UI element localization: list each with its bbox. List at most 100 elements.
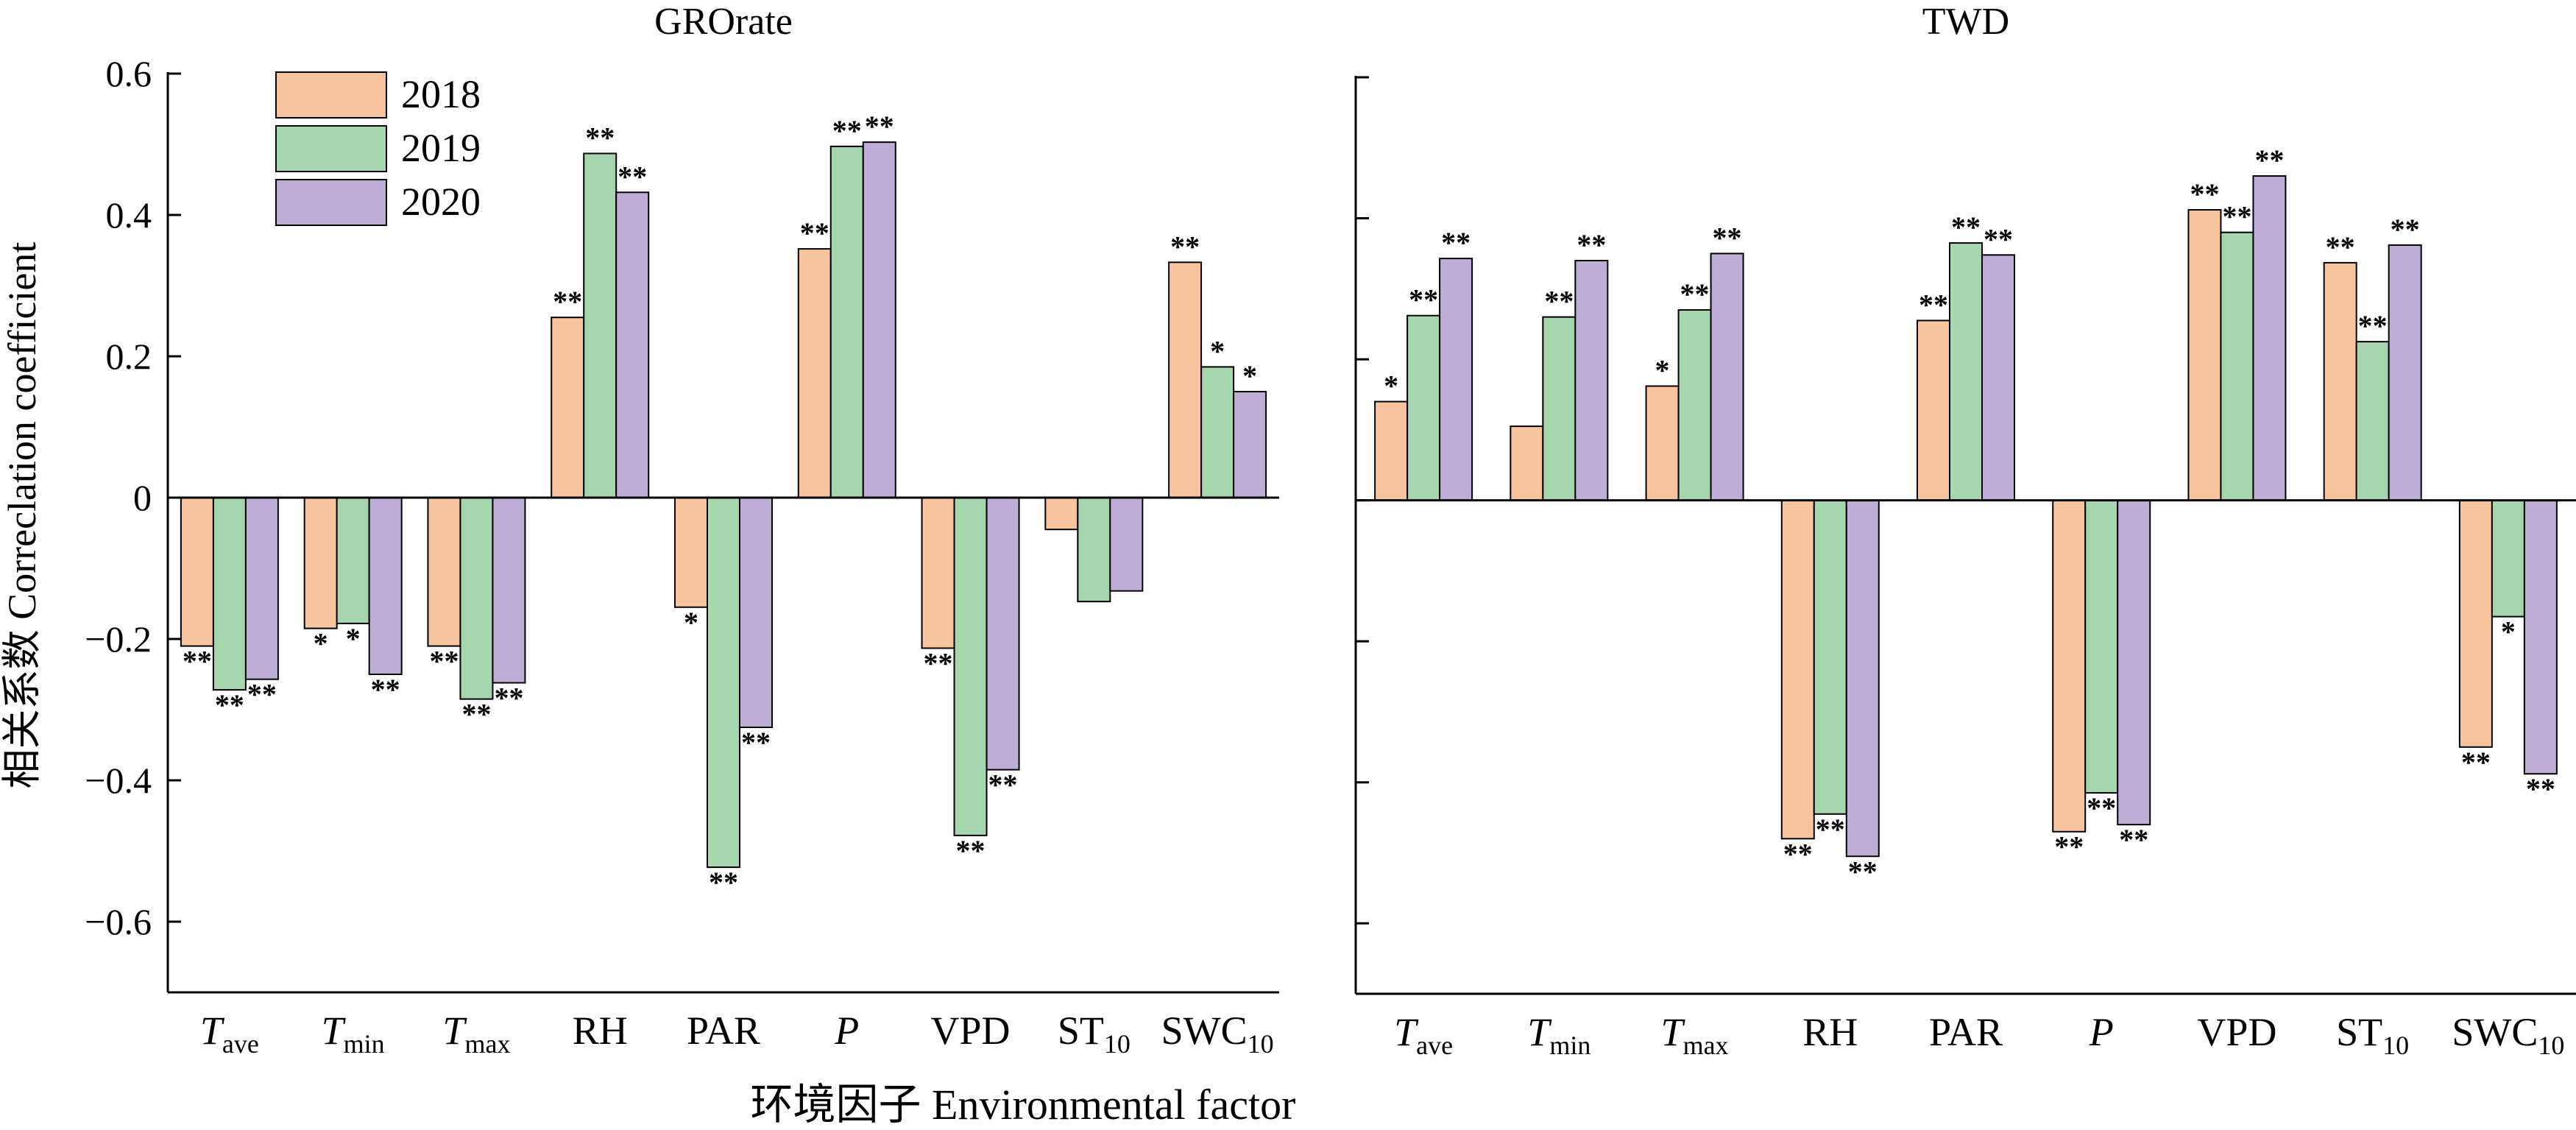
bar-2019-8: [1077, 497, 1111, 603]
x-tick-label: Tmax: [1661, 1010, 1729, 1060]
significance-mark: **: [1544, 285, 1574, 318]
bar-2018-7: [2187, 209, 2222, 501]
bar-2020-7: [2252, 175, 2287, 501]
significance-mark: **: [215, 688, 244, 721]
x-tick-label: PAR: [687, 1009, 760, 1053]
x-tick-label: ST10: [1058, 1009, 1130, 1059]
significance-mark: **: [1409, 283, 1438, 317]
bar-2020-9: [2523, 499, 2558, 775]
y-tick-label: 0: [133, 477, 152, 518]
legend: 2018 2019 2020: [275, 71, 481, 226]
significance-mark: **: [2222, 200, 2251, 233]
bar-2020-1: [1439, 258, 1473, 501]
significance-mark: **: [988, 769, 1018, 802]
legend-swatch-2019: [275, 125, 387, 172]
significance-mark: *: [314, 627, 328, 660]
bar-2019-5: [707, 497, 740, 869]
legend-label-2020: 2020: [401, 180, 481, 224]
bar-2019-2: [336, 497, 370, 624]
bar-2019-1: [1406, 314, 1441, 501]
chart-panel-1: GROrate−0.6−0.4−0.200.20.40.6***********…: [85, 1, 1279, 1059]
significance-mark: *: [346, 622, 361, 655]
bar-2020-4: [615, 191, 650, 498]
y-tick-label: 0.2: [106, 336, 152, 377]
significance-mark: **: [1713, 221, 1742, 254]
significance-mark: **: [1441, 226, 1471, 259]
bar-2019-6: [2084, 499, 2119, 794]
significance-mark: **: [1680, 278, 1710, 311]
x-tick-label: PAR: [1929, 1010, 2003, 1054]
bar-2018-1: [180, 497, 214, 647]
significance-mark: **: [618, 160, 647, 193]
significance-mark: **: [709, 866, 738, 899]
bar-2018-9: [2458, 499, 2493, 748]
bar-2019-6: [829, 145, 864, 498]
bar-2020-2: [368, 497, 403, 675]
bar-2020-5: [739, 497, 773, 728]
bar-2019-4: [1813, 499, 1847, 815]
bar-2018-3: [1645, 385, 1680, 501]
bar-2019-3: [1677, 309, 1712, 501]
x-axis-title: 环境因子 Environmental factor: [751, 1081, 1296, 1129]
bar-2018-2: [303, 497, 338, 629]
significance-mark: **: [956, 834, 986, 867]
significance-mark: **: [1984, 222, 2013, 255]
panel-title: TWD: [1922, 1, 2009, 43]
bar-2020-8: [1109, 497, 1144, 592]
significance-mark: **: [832, 114, 862, 147]
x-tick-label: Tmax: [442, 1009, 510, 1059]
significance-mark: **: [2087, 791, 2116, 824]
significance-mark: **: [461, 698, 491, 731]
significance-mark: *: [1384, 370, 1398, 403]
significance-mark: **: [924, 646, 953, 679]
x-tick-label: Tmin: [1527, 1010, 1590, 1060]
panel-title: GROrate: [654, 1, 793, 43]
bar-2020-2: [1574, 260, 1609, 501]
bar-2019-2: [1542, 316, 1577, 501]
y-tick-label: 0.6: [106, 53, 152, 94]
x-tick-label: SWC10: [1161, 1009, 1274, 1059]
x-tick-label: ST10: [2336, 1010, 2409, 1060]
significance-mark: **: [2254, 144, 2284, 177]
significance-mark: **: [2358, 309, 2388, 342]
significance-mark: **: [429, 645, 459, 678]
bar-2018-6: [797, 248, 832, 498]
y-tick-label: −0.4: [85, 760, 152, 801]
x-tick-label: Tave: [200, 1009, 259, 1059]
y-tick-label: −0.2: [85, 618, 152, 660]
bar-2018-1: [1374, 400, 1409, 501]
significance-mark: **: [553, 285, 582, 318]
x-tick-label: P: [834, 1009, 859, 1053]
y-tick-label: −0.6: [85, 901, 152, 942]
x-tick-label: RH: [573, 1009, 628, 1053]
significance-mark: **: [2054, 830, 2084, 864]
significance-mark: **: [2391, 213, 2420, 246]
significance-mark: **: [800, 216, 829, 250]
y-tick-label: 0.4: [106, 194, 152, 236]
bar-2018-7: [921, 497, 955, 649]
x-tick-label: VPD: [2197, 1010, 2276, 1054]
y-axis-title: 相关系数 Correclation coefficient: [0, 242, 44, 789]
significance-mark: **: [585, 121, 615, 154]
significance-mark: **: [2461, 746, 2491, 779]
significance-mark: *: [1210, 334, 1225, 367]
significance-mark: **: [2326, 230, 2355, 264]
significance-mark: **: [865, 110, 894, 143]
bar-2019-9: [2491, 499, 2525, 618]
bar-2019-1: [212, 497, 247, 691]
significance-mark: **: [741, 726, 771, 759]
significance-mark: **: [2526, 772, 2555, 805]
bar-2020-9: [1233, 391, 1267, 498]
bar-2018-4: [1780, 499, 1815, 840]
bar-2019-7: [953, 497, 988, 836]
bar-2019-9: [1200, 366, 1235, 498]
significance-mark: **: [1577, 228, 1606, 261]
x-tick-label: Tave: [1394, 1010, 1453, 1060]
significance-mark: **: [1783, 837, 1813, 870]
significance-mark: *: [2501, 615, 2516, 649]
bar-2018-6: [2052, 499, 2087, 833]
bar-2018-9: [1168, 261, 1203, 498]
bar-2019-5: [1949, 242, 1983, 501]
bar-2018-5: [674, 497, 708, 608]
